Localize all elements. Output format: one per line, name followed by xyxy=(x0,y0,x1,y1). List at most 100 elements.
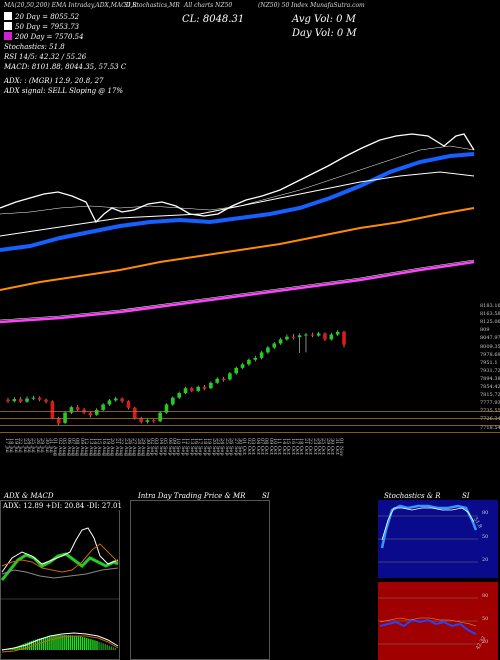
macd-hist-bar xyxy=(61,635,63,650)
price-tick-label: 7854.42 xyxy=(480,384,500,390)
intraday-panel-si: SI xyxy=(262,492,270,500)
candle-body xyxy=(152,420,156,422)
ma200-row: 200 Day = 7570.54 xyxy=(4,32,126,42)
support-level-line xyxy=(0,411,500,412)
adx-values-label: ADX: 12.89 +DI: 20.84 -DI: 27.01 xyxy=(3,502,122,510)
candle-body xyxy=(335,331,340,335)
ma-line-magenta-outline xyxy=(0,259,475,321)
ma20-row: 20 Day = 8055.52 xyxy=(4,12,126,22)
macd-hist-bar xyxy=(108,645,110,650)
price-tick-label: 7718.54 xyxy=(480,424,500,431)
macd-hist-bar xyxy=(59,635,61,650)
macd-hist-bar xyxy=(102,643,104,650)
candle-body xyxy=(316,333,321,336)
stoch-info: Stochastics: 51.8 xyxy=(4,43,65,51)
candle-body xyxy=(329,334,334,340)
candle-body xyxy=(63,412,67,423)
date-tick-label: 01 Nov xyxy=(338,438,344,457)
intraday-panel xyxy=(130,500,270,660)
header-title-right: (NZ50) 50 Index MunafaSutra.com xyxy=(258,2,365,9)
price-tick-label: 8163.58 xyxy=(480,311,500,318)
adx-signal: ADX signal: SELL Sloping @ 17% xyxy=(4,87,124,95)
ma200-label: 200 Day = 7570.54 xyxy=(15,33,84,41)
price-tick-label: 7978.69 xyxy=(480,351,500,358)
header-title-left: MA(20,50,200) EMA Intraday,ADX,MACD,R xyxy=(4,2,137,9)
macd-hist-bar xyxy=(8,649,10,650)
adx-panel-title: ADX & MACD xyxy=(4,492,54,500)
candle-body xyxy=(37,397,42,400)
header-title-mid: SI,Stochastics,MR xyxy=(124,2,180,9)
candle-body xyxy=(221,378,226,381)
close-price-label: CL: 8048.31 xyxy=(182,14,245,25)
adx-macd-panel xyxy=(0,500,120,660)
candle-body xyxy=(82,409,86,413)
ma200-swatch xyxy=(4,32,12,40)
price-tick-label: 7951.1 xyxy=(480,359,498,366)
candle-body xyxy=(107,400,112,405)
macd-hist-bar xyxy=(110,646,113,650)
macd-hist-bar xyxy=(100,642,102,650)
candle-body xyxy=(291,336,296,338)
ma-line-magenta xyxy=(0,260,475,324)
date-axis: 17 Jul 18 Jul 19 Jul 22 Jul 23 Jul 24 Jul 25 J… xyxy=(4,438,344,457)
macd-hist-bar xyxy=(75,635,78,650)
macd-hist-bar xyxy=(16,646,18,650)
candle-body xyxy=(234,367,239,374)
ma20-label: 20 Day = 8055.52 xyxy=(15,13,80,21)
price-chart xyxy=(0,133,475,426)
support-level-line xyxy=(0,418,500,419)
macd-hist-bar xyxy=(14,647,16,650)
candle-body xyxy=(278,339,283,344)
candle-body xyxy=(145,420,150,422)
candle-body xyxy=(209,382,213,389)
candle-body xyxy=(171,397,175,405)
candle-body xyxy=(310,334,315,336)
macd-hist-bar xyxy=(26,642,28,650)
stoch-level-20: 20 xyxy=(482,557,489,563)
candle-body xyxy=(259,352,264,358)
candle-body xyxy=(164,404,169,413)
candle-body xyxy=(196,386,200,391)
ma50-label: 50 Day = 7953.73 xyxy=(15,23,80,31)
candle-body xyxy=(113,398,118,401)
candle-body xyxy=(75,407,80,410)
price-tick-label: 809 xyxy=(480,327,490,334)
candle-body xyxy=(247,359,251,365)
macd-hist-bar xyxy=(40,637,43,650)
stoch-panel-si: SI xyxy=(462,492,470,500)
macd-hist-bar xyxy=(30,641,33,650)
stoch-level-50: 50 xyxy=(482,534,489,540)
macd-hist-bar xyxy=(63,635,65,650)
candle-body xyxy=(342,331,346,345)
macd-hist-bar xyxy=(10,649,12,650)
ma-line-orange xyxy=(0,207,475,291)
rsi-level-80: 80 xyxy=(482,593,489,599)
candle-body xyxy=(56,418,61,424)
rsi-info: RSI 14/5: 42.32 / 55.26 xyxy=(4,53,87,61)
candle-body xyxy=(158,412,162,422)
candle-body xyxy=(88,412,93,416)
rsi-level-50: 50 xyxy=(482,616,489,622)
candle-body xyxy=(240,364,245,368)
price-tick-label: 7726.34 xyxy=(480,416,500,423)
macd-hist-bar xyxy=(98,641,100,650)
candle-body xyxy=(44,399,48,402)
candle-body xyxy=(266,347,270,353)
candle-body xyxy=(253,357,258,360)
macd-hist-bar xyxy=(96,641,98,650)
price-tick-label: 8009.35 xyxy=(480,343,500,350)
candle-body xyxy=(139,418,143,423)
stoch-panel-title: Stochastics & R xyxy=(384,492,441,500)
macd-hist-bar xyxy=(71,635,74,650)
macd-hist-bar xyxy=(77,636,80,650)
macd-hist-bar xyxy=(69,635,72,650)
adx-info: ADX: : (MGR) 12.9, 20.8, 27 xyxy=(4,77,104,85)
macd-hist-bar xyxy=(43,637,45,650)
candle-body xyxy=(190,388,194,391)
price-tick-label: 8047.97 xyxy=(480,335,500,342)
macd-hist-bar xyxy=(84,637,86,650)
candle-body xyxy=(69,407,74,413)
macd-hist-bar xyxy=(38,638,41,650)
price-tick-label: 7931.72 xyxy=(480,367,500,374)
macd-hist-bar xyxy=(47,636,49,650)
